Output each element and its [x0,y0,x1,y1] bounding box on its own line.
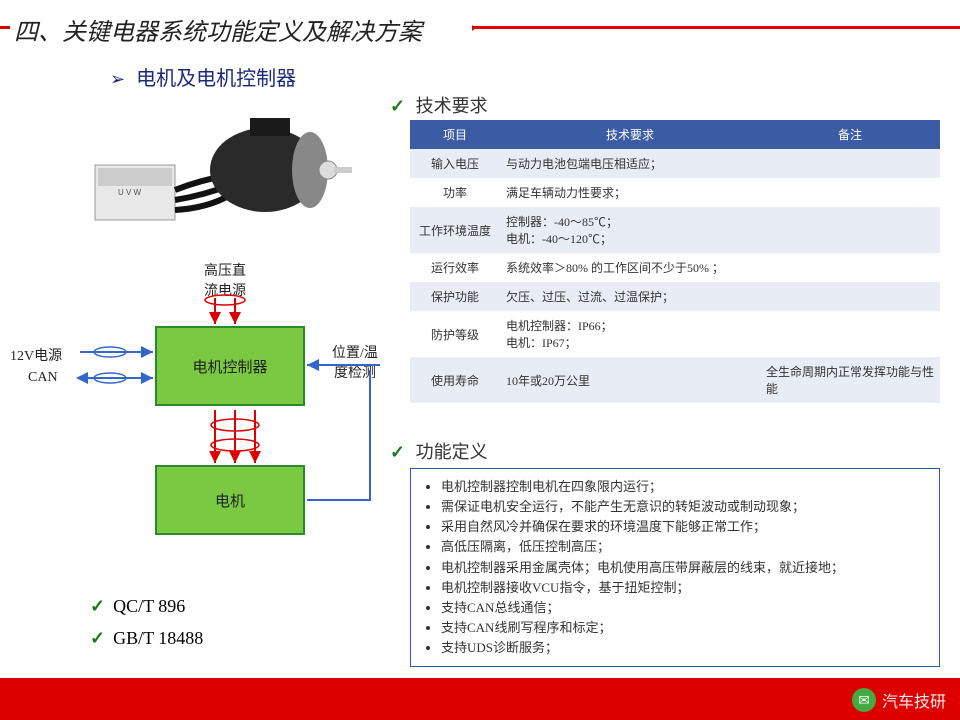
table-cell: 欠压、过压、过流、过温保护； [500,282,760,311]
th-project: 项目 [410,120,500,149]
th-req: 技术要求 [500,120,760,149]
table-cell: 与动力电池包端电压相适应； [500,149,760,178]
table-cell [760,178,940,207]
func-item: 电机控制器采用金属壳体；电机使用高压带屏蔽层的线束，就近接地； [441,558,927,578]
table-cell [760,149,940,178]
motor-image: U V W [80,100,360,250]
table-cell: 输入电压 [410,149,500,178]
func-item: 支持UDS诊断服务； [441,638,927,658]
func-item: 高低压隔离，低压控制高压； [441,537,927,557]
block-diagram: 高压直 流电源 12V电源 CAN 位置/温 度检测 电机控制器 电机 [10,270,400,570]
table-cell: 保护功能 [410,282,500,311]
func-definition-box: 电机控制器控制电机在四象限内运行；需保证电机安全运行，不能产生无意识的转矩波动或… [410,468,940,667]
func-item: 需保证电机安全运行，不能产生无意识的转矩波动或制动现象； [441,497,927,517]
table-cell: 满足车辆动力性要求； [500,178,760,207]
watermark: ✉ 汽车技研 [852,688,946,712]
standard-text: GB/T 18488 [113,628,203,648]
check-icon: ✓ [90,596,105,616]
watermark-text: 汽车技研 [882,688,946,712]
standard-text: QC/T 896 [113,596,185,616]
standards-list: ✓ QC/T 896 ✓ GB/T 18488 [90,590,203,655]
table-cell: 系统效率＞80% 的工作区间不少于50% ； [500,253,760,282]
table-cell [760,282,940,311]
section-tech-head: ✓ 技术要求 [390,92,488,118]
table-cell: 工作环境温度 [410,207,500,253]
section-tech-label: 技术要求 [416,96,488,116]
table-cell: 使用寿命 [410,357,500,403]
standard-item: ✓ GB/T 18488 [90,622,203,654]
title-bar: 四、关键电器系统功能定义及解决方案 [0,8,960,48]
tech-table: 项目 技术要求 备注 输入电压与动力电池包端电压相适应；功率满足车辆动力性要求；… [410,120,940,403]
section-func-label: 功能定义 [416,442,488,462]
table-cell: 全生命周期内正常发挥功能与性能 [760,357,940,403]
table-cell: 控制器：-40～85℃； 电机：-40～120℃； [500,207,760,253]
svg-text:U V W: U V W [118,188,142,197]
table-cell [760,253,940,282]
table-cell: 功率 [410,178,500,207]
table-cell [760,207,940,253]
check-icon: ✓ [390,96,405,116]
check-icon: ✓ [90,628,105,648]
table-cell: 电机控制器：IP66； 电机：IP67； [500,311,760,357]
func-item: 支持CAN线刷写程序和标定； [441,618,927,638]
func-item: 支持CAN总线通信； [441,598,927,618]
table-cell: 防护等级 [410,311,500,357]
table-cell: 10年或20万公里 [500,357,760,403]
arrow-icon: ➢ [110,69,125,89]
standard-item: ✓ QC/T 896 [90,590,203,622]
func-item: 采用自然风冷并确保在要求的环境温度下能够正常工作； [441,517,927,537]
subtitle: ➢ 电机及电机控制器 [110,62,296,91]
func-item: 电机控制器控制电机在四象限内运行； [441,477,927,497]
check-icon: ✓ [390,442,405,462]
section-func-head: ✓ 功能定义 [390,438,488,464]
page-title: 四、关键电器系统功能定义及解决方案 [10,8,472,51]
func-item: 电机控制器接收VCU指令，基于扭矩控制； [441,578,927,598]
bottom-bar [0,678,960,720]
table-cell [760,311,940,357]
wechat-icon: ✉ [852,688,876,712]
subtitle-text: 电机及电机控制器 [136,68,296,90]
th-note: 备注 [760,120,940,149]
table-cell: 运行效率 [410,253,500,282]
